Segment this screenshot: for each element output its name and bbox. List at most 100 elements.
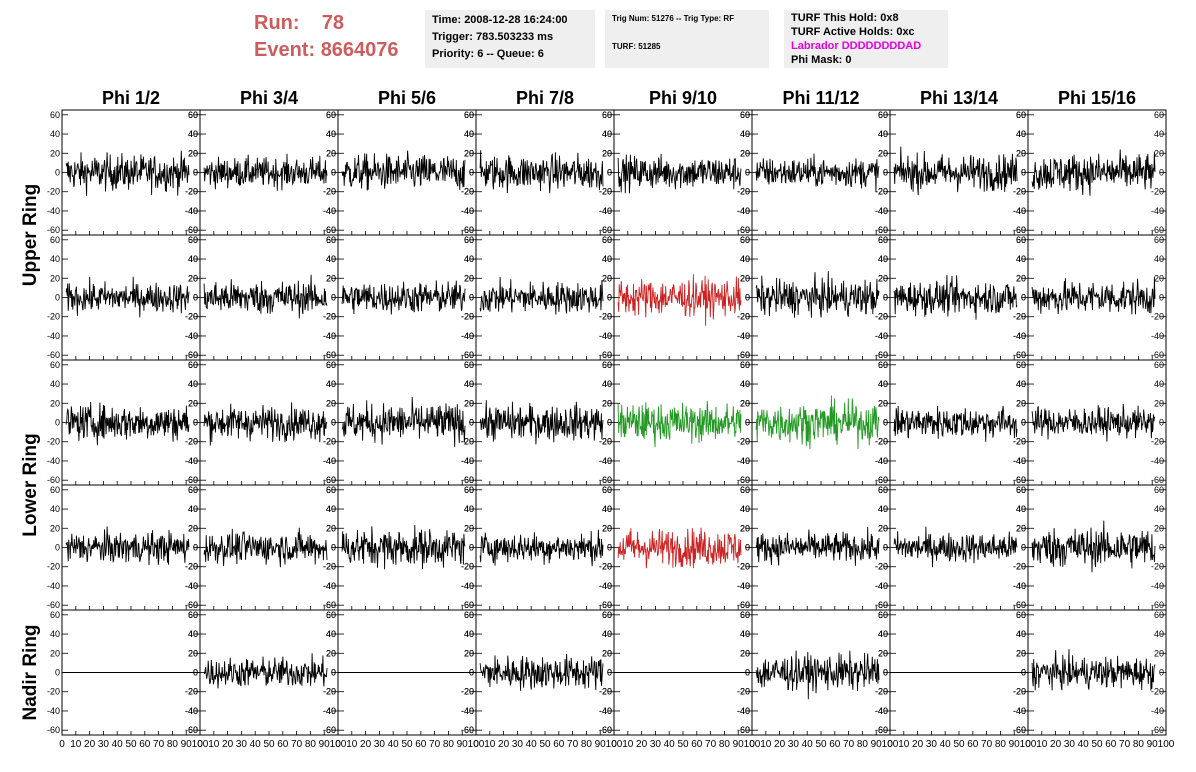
y-tick-label: 20 <box>740 648 750 658</box>
y-tick-label: 20 <box>188 398 198 408</box>
waveform-trace <box>755 395 880 450</box>
y-tick-label: 20 <box>878 398 888 408</box>
y-tick-label: -40 <box>323 706 336 716</box>
x-tick-label: 70 <box>429 739 441 750</box>
y-tick-label: -60 <box>461 475 474 485</box>
y-tick-label: -20 <box>737 187 750 197</box>
y-tick-label: 60 <box>1016 235 1026 245</box>
y-tick-label: -60 <box>323 350 336 360</box>
y-tick-label: 20 <box>188 648 198 658</box>
y-tick-label: -20 <box>1151 562 1164 572</box>
y-tick-label: 0 <box>745 418 750 428</box>
x-tick-label: 20 <box>84 739 96 750</box>
y-tick-label: -40 <box>1013 206 1026 216</box>
y-tick-label: 0 <box>469 293 474 303</box>
x-tick-label: 100 <box>330 739 347 750</box>
y-tick-label: 40 <box>878 379 888 389</box>
y-tick-label: -40 <box>875 706 888 716</box>
y-tick-label: 60 <box>740 235 750 245</box>
y-tick-label: 0 <box>469 418 474 428</box>
y-tick-label: 60 <box>878 485 888 495</box>
y-tick-label: 40 <box>464 629 474 639</box>
x-tick-label: 70 <box>291 739 303 750</box>
x-tick-label: 10 <box>70 739 82 750</box>
y-tick-label: -20 <box>185 187 198 197</box>
y-tick-label: 40 <box>740 254 750 264</box>
y-tick-label: -20 <box>461 562 474 572</box>
y-tick-label: 40 <box>1154 254 1164 264</box>
y-tick-label: -20 <box>1013 437 1026 447</box>
y-tick-label: 40 <box>326 379 336 389</box>
y-tick-label: 60 <box>326 610 336 620</box>
y-tick-label: 40 <box>1016 129 1026 139</box>
y-tick-label: 20 <box>326 398 336 408</box>
y-tick-label: -60 <box>737 225 750 235</box>
y-tick-label: -60 <box>1013 350 1026 360</box>
y-tick-label: 0 <box>607 418 612 428</box>
waveform-trace <box>479 276 604 315</box>
y-tick-label: -40 <box>185 581 198 591</box>
run-label: Run: <box>254 12 300 34</box>
y-tick-label: 0 <box>607 168 612 178</box>
y-tick-label: -20 <box>323 687 336 697</box>
y-tick-label: 20 <box>740 648 750 658</box>
y-tick-label: 0 <box>1021 543 1026 553</box>
y-tick-label: 20 <box>740 148 750 158</box>
y-tick-label: -40 <box>737 456 750 466</box>
y-tick-label: -60 <box>185 725 198 735</box>
y-tick-label: -60 <box>875 600 888 610</box>
y-tick-label: 40 <box>50 254 60 264</box>
y-tick-label: -60 <box>185 225 198 235</box>
y-tick-label: -60 <box>461 600 474 610</box>
y-tick-label: -60 <box>323 475 336 485</box>
y-tick-label: 60 <box>50 610 60 620</box>
y-tick-label: 0 <box>469 543 474 553</box>
y-tick-label: -20 <box>323 187 336 197</box>
y-tick-label: -20 <box>1013 312 1026 322</box>
waveform-trace <box>341 396 466 447</box>
y-tick-label: 20 <box>740 523 750 533</box>
y-tick-label: -40 <box>185 206 198 216</box>
y-tick-label: 60 <box>740 610 750 620</box>
turf-text: TURF: 51285 <box>612 42 661 51</box>
y-tick-label: 20 <box>1016 273 1026 283</box>
y-tick-label: -20 <box>599 312 612 322</box>
y-tick-label: 60 <box>464 235 474 245</box>
y-tick-label: 0 <box>469 418 474 428</box>
y-tick-label: 40 <box>50 129 60 139</box>
y-tick-label: -40 <box>1151 581 1164 591</box>
y-tick-label: -40 <box>461 206 474 216</box>
trig-num-box: Trig Num: 51276 -- Trig Type: RF TURF: 5… <box>605 10 769 68</box>
y-tick-label: 60 <box>464 610 474 620</box>
y-tick-label: -40 <box>323 206 336 216</box>
y-tick-label: -20 <box>599 562 612 572</box>
y-tick-label: 40 <box>188 254 198 264</box>
y-tick-label: 0 <box>331 543 336 553</box>
y-tick-label: 0 <box>55 418 60 428</box>
y-tick-label: 40 <box>878 504 888 514</box>
y-tick-label: -40 <box>1013 706 1026 716</box>
y-tick-label: -60 <box>599 600 612 610</box>
y-tick-label: -60 <box>323 725 336 735</box>
waveform-trace <box>65 526 190 566</box>
y-tick-label: 60 <box>1016 610 1026 620</box>
y-tick-label: -20 <box>461 312 474 322</box>
y-tick-label: -40 <box>323 331 336 341</box>
y-tick-label: 40 <box>326 629 336 639</box>
y-tick-label: 0 <box>1021 168 1026 178</box>
y-tick-label: -40 <box>323 581 336 591</box>
y-tick-label: 60 <box>878 360 888 370</box>
y-tick-label: -20 <box>185 687 198 697</box>
y-tick-label: 40 <box>740 129 750 139</box>
waveform-trace <box>203 653 328 689</box>
column-title: Phi 7/8 <box>516 88 574 108</box>
y-tick-label: 60 <box>464 360 474 370</box>
x-tick-label: 30 <box>512 739 524 750</box>
y-tick-label: 0 <box>193 168 198 178</box>
run-value: 78 <box>321 12 345 34</box>
y-tick-label: -40 <box>323 456 336 466</box>
y-tick-label: -60 <box>1013 600 1026 610</box>
waveform-trace <box>479 400 604 445</box>
y-tick-label: -60 <box>461 225 474 235</box>
y-tick-label: -60 <box>1013 225 1026 235</box>
